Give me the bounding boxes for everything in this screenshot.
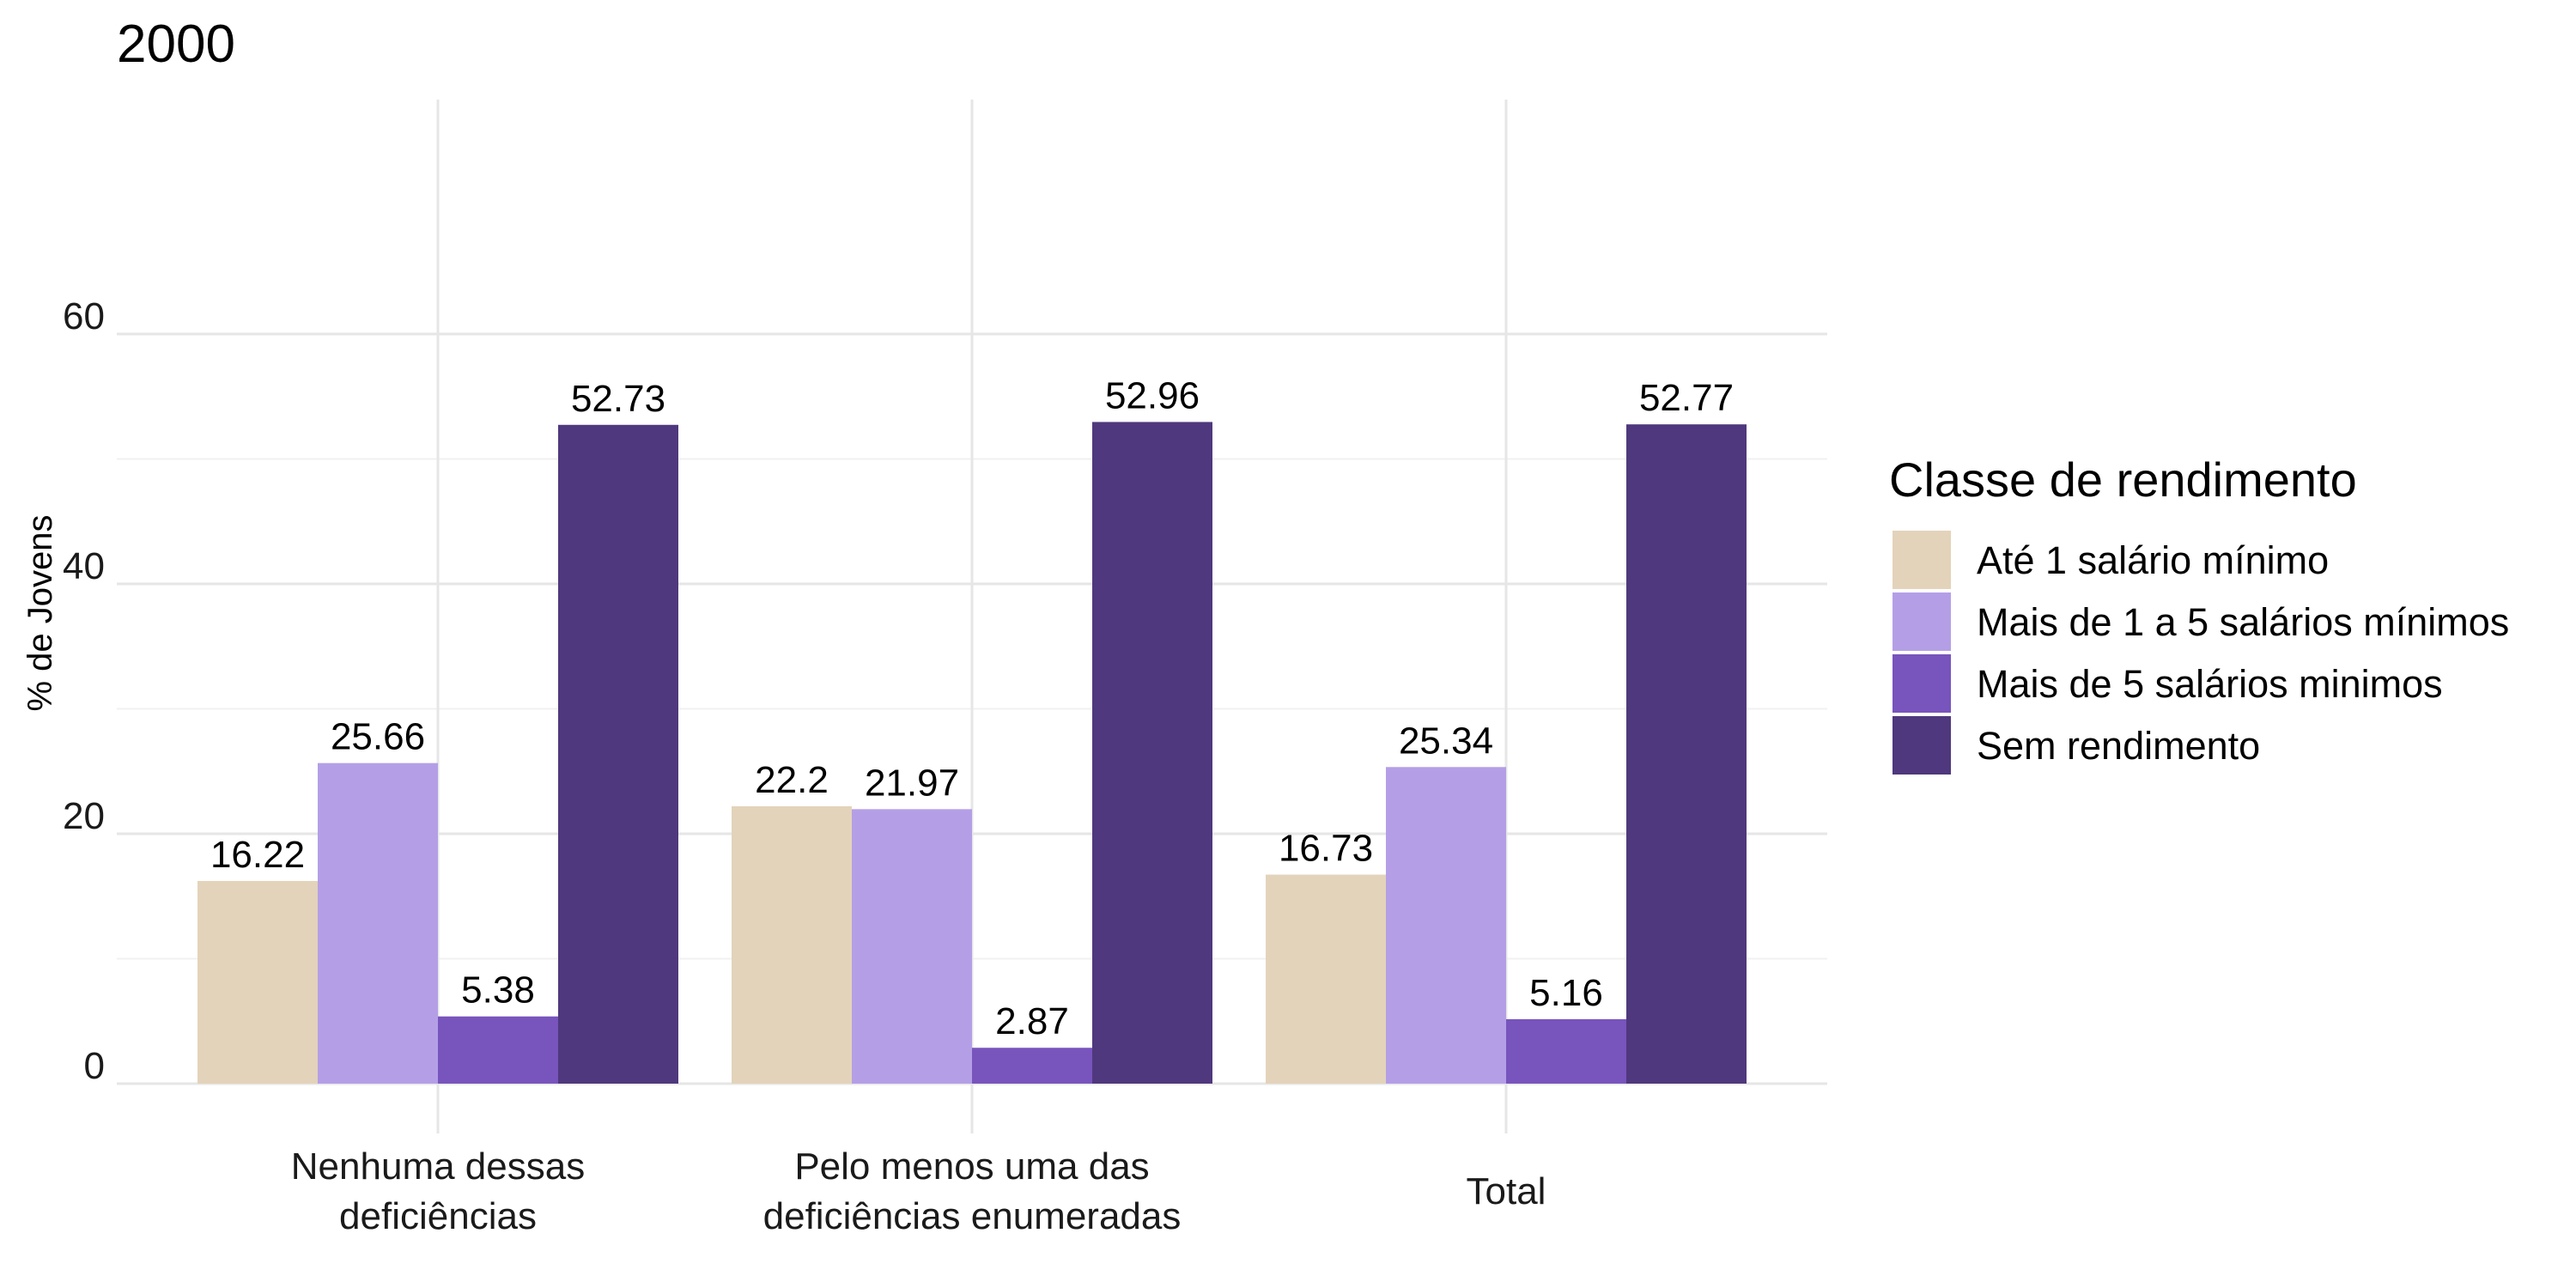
legend-title: Classe de rendimento bbox=[1889, 453, 2357, 507]
x-axis-ticks: Nenhuma dessas deficiências Pelo menos uma… bbox=[291, 1145, 1546, 1237]
bars bbox=[197, 422, 1747, 1084]
x-tick-label: deficiências enumeradas bbox=[763, 1195, 1182, 1237]
legend-label: Até 1 salário mínimo bbox=[1977, 538, 2329, 582]
data-label: 16.73 bbox=[1279, 828, 1373, 870]
data-label: 2.87 bbox=[995, 1000, 1069, 1042]
data-label: 52.96 bbox=[1105, 374, 1200, 416]
bar bbox=[1626, 424, 1747, 1084]
data-label: 5.16 bbox=[1529, 972, 1603, 1014]
bar bbox=[732, 805, 852, 1084]
bar bbox=[438, 1016, 558, 1084]
legend-label: Mais de 1 a 5 salários mínimos bbox=[1977, 600, 2509, 644]
data-labels: 16.22 25.66 5.38 52.73 22.2 21.97 2.87 52.96 16.… bbox=[210, 374, 1734, 1042]
bar bbox=[1266, 874, 1386, 1084]
y-axis-title: % de Jovens bbox=[21, 514, 59, 711]
data-label: 25.66 bbox=[331, 716, 425, 758]
data-label: 22.2 bbox=[755, 759, 829, 801]
y-tick-label: 40 bbox=[63, 545, 105, 587]
y-tick-label: 60 bbox=[63, 295, 105, 337]
chart-title: 2000 bbox=[117, 15, 235, 74]
y-tick-label: 0 bbox=[84, 1045, 105, 1087]
legend: Classe de rendimento Até 1 salário mínim… bbox=[1889, 453, 2509, 775]
legend-swatch bbox=[1893, 592, 1951, 651]
bar bbox=[1506, 1018, 1626, 1084]
x-tick-label: Total bbox=[1467, 1170, 1546, 1212]
bar bbox=[558, 424, 678, 1084]
legend-label: Mais de 5 salários minimos bbox=[1977, 662, 2443, 706]
x-tick-label: deficiências bbox=[339, 1195, 537, 1237]
bar bbox=[1386, 767, 1506, 1084]
data-label: 25.34 bbox=[1399, 720, 1493, 762]
bar bbox=[1092, 422, 1212, 1084]
data-label: 21.97 bbox=[865, 762, 959, 804]
y-axis-ticks: 0 20 40 60 bbox=[63, 295, 105, 1087]
y-tick-label: 20 bbox=[63, 795, 105, 837]
legend-swatch bbox=[1893, 531, 1951, 589]
bar bbox=[852, 809, 972, 1084]
x-tick-label: Pelo menos uma das bbox=[794, 1145, 1149, 1188]
x-tick-label: Nenhuma dessas bbox=[291, 1145, 585, 1188]
legend-label: Sem rendimento bbox=[1977, 724, 2260, 768]
bar bbox=[972, 1048, 1092, 1084]
bar bbox=[318, 762, 438, 1084]
data-label: 5.38 bbox=[461, 969, 535, 1012]
legend-swatch bbox=[1893, 716, 1951, 775]
data-label: 52.73 bbox=[571, 378, 665, 420]
data-label: 16.22 bbox=[210, 834, 305, 876]
bar bbox=[197, 880, 318, 1084]
legend-swatch bbox=[1893, 654, 1951, 713]
data-label: 52.77 bbox=[1639, 377, 1734, 419]
